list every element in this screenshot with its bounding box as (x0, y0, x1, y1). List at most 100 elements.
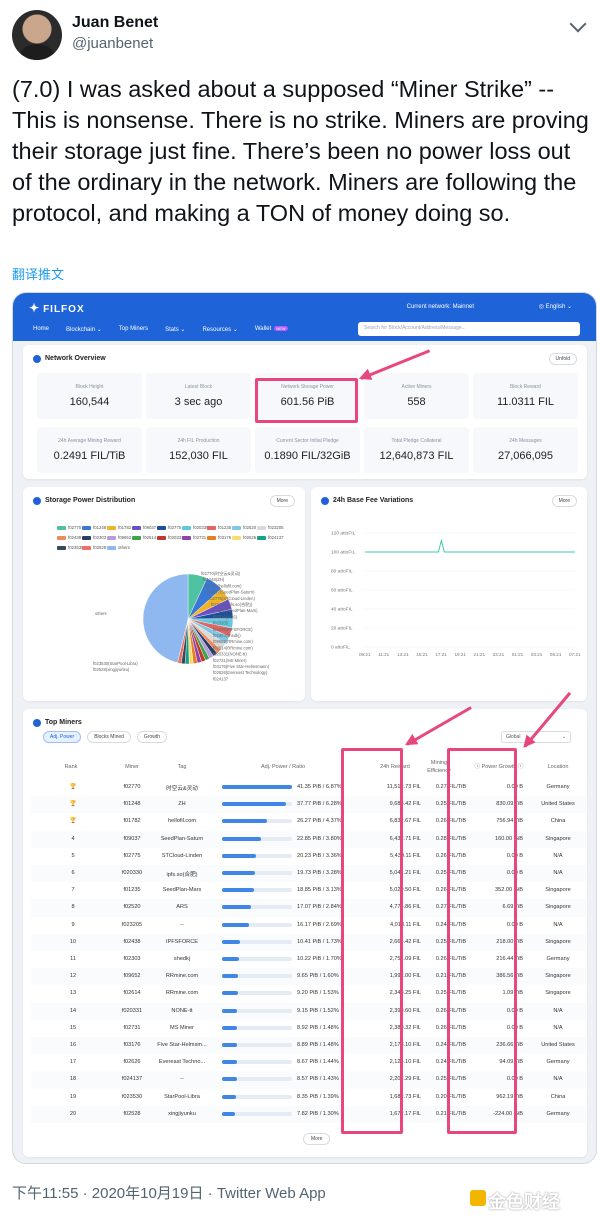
legend-item[interactable]: f023205 (257, 525, 284, 530)
fee-more-button[interactable]: More (551, 495, 577, 507)
table-row[interactable]: 19 f023530 StarPool-Libra 8.35 PiB / 1.39% 1… (31, 1089, 586, 1106)
miner-id[interactable]: f02775 (123, 852, 141, 859)
miner-id[interactable]: f023205 (121, 921, 143, 928)
legend-item[interactable]: f09037 (132, 525, 156, 530)
legend-item[interactable]: others (107, 545, 130, 550)
pie-slice-label: f09037(SeedPlan-Saturn) (207, 590, 255, 595)
legend-item[interactable]: f024137 (257, 535, 284, 540)
menu-wallet[interactable]: Wallet NEW (255, 326, 288, 333)
stat-card: Current Sector Initial Pledge 0.1890 FIL/… (255, 427, 360, 473)
top-miners-more-button[interactable]: More (303, 1133, 331, 1145)
legend-item[interactable]: f02528 (82, 545, 106, 550)
miner-id[interactable]: f09037 (123, 835, 141, 842)
table-row[interactable]: 7 f01235 SeedPlan-Mars 18.85 PiB / 3.13% 5,0… (31, 882, 586, 899)
menu-blockchain[interactable]: Blockchain ⌄ (66, 327, 102, 333)
table-row[interactable]: 13 f02614 RRmine.com 9.20 PiB / 1.53% 2,343.… (31, 985, 586, 1002)
legend-swatch (107, 545, 116, 550)
y-tick-label: 60 attoFIL (331, 588, 353, 594)
legend-item[interactable]: f01248 (82, 525, 106, 530)
miner-id[interactable]: f09652 (123, 973, 141, 980)
miner-id[interactable]: f02731 (123, 1024, 141, 1031)
menu-top-miners[interactable]: Top Miners (118, 326, 149, 332)
miner-id[interactable]: f020330 (121, 870, 143, 876)
miner-id[interactable]: f02770 (123, 784, 141, 790)
pie-slice[interactable] (142, 573, 189, 663)
mining-efficiency: 0.25 FIL/TiB (435, 990, 467, 997)
legend-item[interactable]: f020330 (182, 525, 209, 530)
tweet-timestamp[interactable]: 下午11:55 · 2020年10月19日 · Twitter Web App (12, 1185, 326, 1202)
menu-resources[interactable]: Resources ⌄ (202, 327, 238, 333)
legend-item[interactable]: f09652 (107, 535, 131, 540)
miner-id[interactable]: f024137 (121, 1076, 143, 1083)
filfox-logo[interactable]: FILFOX (29, 301, 85, 315)
miner-id[interactable]: f023530 (121, 1093, 143, 1100)
legend-item[interactable]: f023530 (57, 545, 84, 550)
miner-id[interactable]: f02626 (123, 1059, 141, 1066)
location: Germany (546, 956, 570, 962)
legend-item[interactable]: f02770 (57, 525, 81, 530)
author-handle[interactable]: @juanbenet (72, 35, 154, 52)
menu-stats[interactable]: Stats ⌄ (165, 327, 186, 333)
author-name[interactable]: Juan Benet (72, 14, 159, 31)
translate-link[interactable]: 翻译推文 (12, 267, 65, 282)
legend-item[interactable]: f01782 (107, 525, 131, 530)
miner-id[interactable]: f02520 (123, 904, 141, 911)
tab-adj-power[interactable]: Adj. Power (43, 731, 82, 743)
miner-id[interactable]: f020331 (121, 1007, 143, 1014)
miner-id[interactable]: f01235 (123, 887, 141, 894)
legend-item[interactable]: f02731 (182, 535, 206, 540)
miner-id[interactable]: f02303 (123, 956, 141, 962)
miner-id[interactable]: f01782 (123, 818, 141, 825)
legend-item[interactable]: f02626 (232, 535, 256, 540)
table-row[interactable]: 17 f02626 Evereast Techno... 8.67 PiB / 1.4… (31, 1054, 586, 1071)
legend-item[interactable]: f02614 (132, 535, 156, 540)
power-bar (222, 1060, 292, 1065)
table-row[interactable]: 11 f02303 shedkj 10.22 PiB / 1.70% 2,751.09 … (31, 951, 586, 968)
miner-id[interactable]: f02438 (123, 938, 141, 945)
miner-id[interactable]: f03176 (123, 1042, 141, 1048)
search-input[interactable]: Search for Block/Account/Address/Message… (358, 322, 580, 336)
chevron-down-icon[interactable] (569, 15, 587, 33)
legend-item[interactable]: f03176 (207, 535, 231, 540)
legend-item[interactable]: f020331 (157, 535, 184, 540)
tab-blocks-mined[interactable]: Blocks Mined (87, 731, 131, 743)
reward-24h: 6,832.67 FIL (389, 818, 421, 825)
legend-item[interactable]: f02520 (232, 525, 256, 530)
menu-home[interactable]: Home (33, 326, 50, 332)
miner-tag: NONE-tt (171, 1007, 193, 1014)
table-row[interactable]: 🏆 f01782 hellofil.com 26.27 PiB / 4.37% 6,83… (31, 813, 586, 830)
power-bar-fill (222, 802, 286, 807)
legend-item[interactable]: f02775 (157, 525, 181, 530)
pie-slice-label: f01235(SeedPlan-Mars) (213, 608, 258, 613)
adj-power: 22.85 PiB / 3.80% (297, 835, 342, 842)
col-location: Location (547, 764, 569, 770)
language-select[interactable]: ◎ English ⌄ (538, 304, 572, 310)
stat-label: Block Reward (510, 384, 541, 390)
x-tick-label: 17:21 (435, 652, 447, 657)
avatar[interactable] (12, 10, 62, 60)
adj-power: 41.35 PiB / 6.87% (297, 784, 342, 790)
legend-item[interactable]: f02303 (82, 535, 106, 540)
tab-growth[interactable]: Growth (136, 731, 168, 743)
miner-id[interactable]: f02614 (123, 990, 141, 997)
stat-value: 601.56 PiB (280, 396, 335, 408)
attached-image[interactable]: FILFOX Current network: Mainnet ◎ Englis… (12, 292, 597, 1164)
stat-value: 0.1890 FIL/32GiB (264, 450, 351, 462)
miner-id[interactable]: f02528 (123, 1110, 141, 1117)
power-bar-fill (222, 991, 238, 996)
unfold-button[interactable]: Unfold (548, 353, 577, 365)
table-row[interactable]: 15 f02731 MS Miner 8.92 PiB / 1.48% 2,389.32… (31, 1020, 586, 1037)
distribution-more-button[interactable]: More (269, 495, 295, 507)
adj-power: 7.82 PiB / 1.30% (297, 1110, 339, 1117)
rank-cell: 10 (69, 938, 77, 945)
legend-item[interactable]: f01235 (207, 525, 231, 530)
location: Singapore (545, 990, 571, 997)
legend-swatch (82, 535, 91, 540)
power-bar-fill (222, 1111, 236, 1116)
power-bar-fill (222, 939, 240, 944)
adj-power: 37.77 PiB / 6.28% (297, 801, 342, 808)
legend-label: f020330 (193, 525, 209, 530)
power-bar-fill (222, 1094, 237, 1099)
miner-id[interactable]: f01248 (123, 801, 141, 808)
legend-item[interactable]: f02438 (57, 535, 81, 540)
